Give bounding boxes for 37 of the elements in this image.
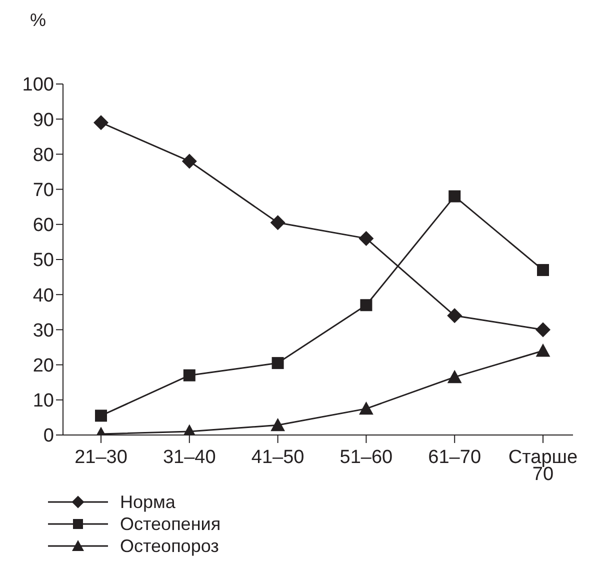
y-tick-label: 50 [32,250,54,272]
x-tick-label: 41–50 [251,447,304,468]
x-tick-label: Старше 70 [508,447,578,485]
y-tick-label: 70 [32,180,54,202]
x-tick-label: 21–30 [74,447,128,468]
y-tick-label: 40 [32,285,54,306]
point [270,418,285,432]
x-tick-label: 51–60 [340,447,393,468]
y-tick-label: 10 [32,390,54,412]
point [536,344,550,357]
point [447,370,462,384]
point [95,410,107,422]
point [272,357,284,370]
legend-label: Норма [120,492,176,512]
y-axis-title: % [30,10,46,31]
point [537,264,549,276]
point [448,190,461,202]
point [447,308,462,324]
x-tick-label: 61–70 [428,447,482,468]
y-tick-label: 60 [32,215,54,236]
y-tick-label: 30 [32,320,54,342]
point [358,230,374,246]
y-tick-label: 90 [32,110,54,131]
y-tick-label: 20 [32,356,54,377]
point [536,322,550,338]
point [94,115,108,130]
x-tick-label: 31–40 [162,447,216,468]
point [183,369,196,382]
point [360,299,372,312]
point [359,401,374,415]
legend-label: Остеопения [120,514,221,534]
point [270,215,286,230]
y-tick-label: 100 [22,74,54,96]
legend-label: Остеопороз [120,536,219,556]
point [182,154,197,169]
y-tick-label: 80 [32,144,54,166]
y-tick-label: 0 [43,426,54,447]
